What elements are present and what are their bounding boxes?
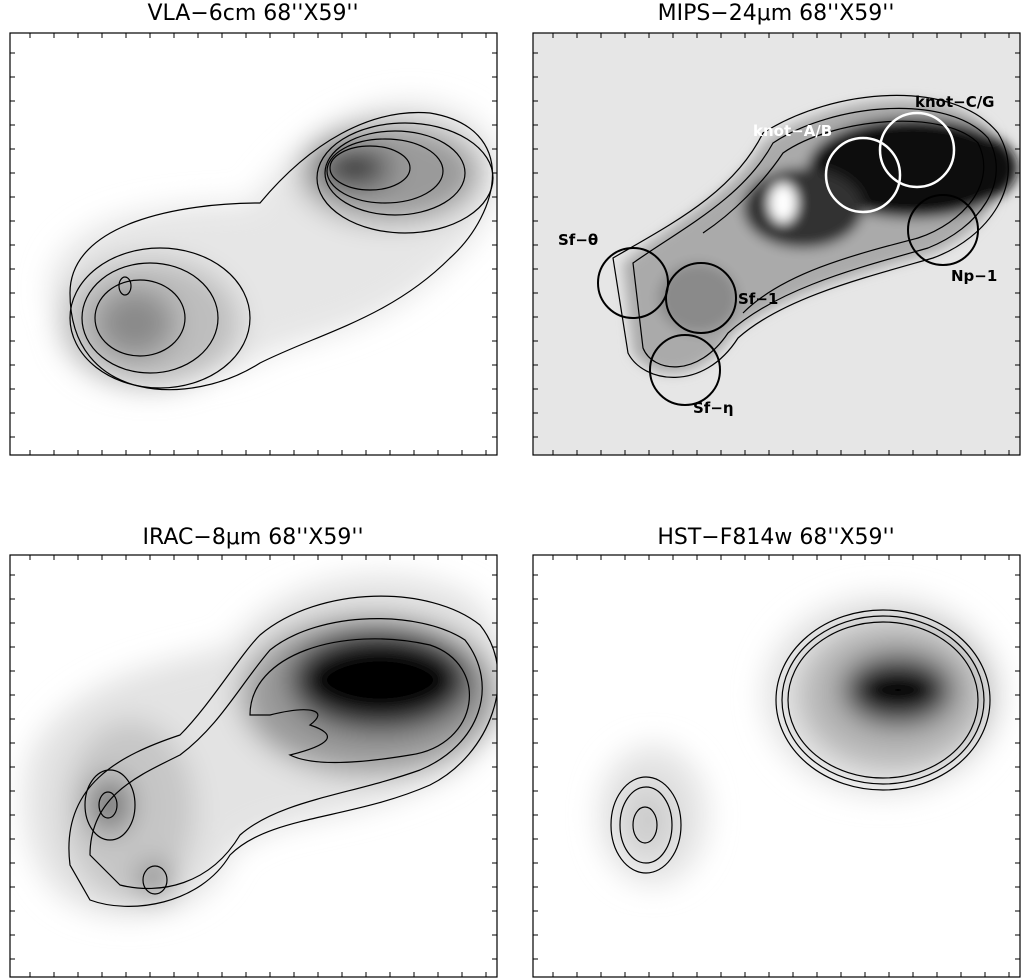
panel-title: HST−F814w 68''X59'' bbox=[657, 525, 894, 550]
region-label: Sf−η bbox=[693, 399, 734, 417]
panel-title: VLA−6cm 68''X59'' bbox=[147, 1, 358, 26]
region-label: knot−C/G bbox=[915, 93, 995, 111]
panel-title: MIPS−24μm 68''X59'' bbox=[658, 1, 895, 26]
region-label: Sf−1 bbox=[738, 290, 778, 308]
hst-panel bbox=[533, 555, 1020, 977]
irac-panel bbox=[10, 555, 505, 977]
vla-panel bbox=[10, 33, 500, 455]
region-label: Sf−θ bbox=[558, 231, 598, 249]
region-label: knot−A/B bbox=[753, 122, 832, 140]
mips-panel: knot−C/G knot−A/B Sf−θ Sf−1 Np−1 Sf−η bbox=[533, 33, 1020, 455]
region-label: Np−1 bbox=[951, 267, 997, 285]
figure: VLA−6cm 68''X59'' MIPS−24μm 68''X59'' IR… bbox=[0, 0, 1035, 978]
panel-title: IRAC−8μm 68''X59'' bbox=[142, 525, 363, 550]
